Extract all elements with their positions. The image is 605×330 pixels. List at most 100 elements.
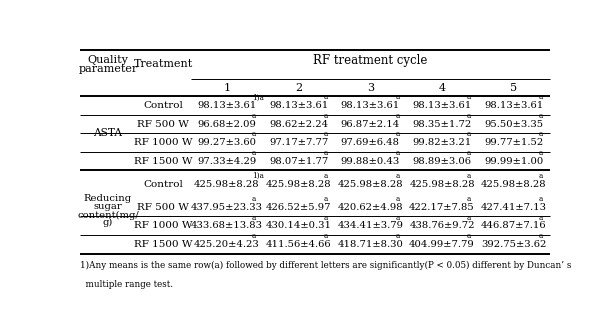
Text: 99.77±1.52: 99.77±1.52 bbox=[484, 138, 543, 147]
Text: Control: Control bbox=[143, 101, 183, 110]
Text: a: a bbox=[395, 214, 399, 221]
Text: a: a bbox=[539, 172, 543, 180]
Text: 430.14±0.31: 430.14±0.31 bbox=[266, 221, 332, 230]
Text: Treatment: Treatment bbox=[134, 59, 193, 69]
Text: 433.68±13.83: 433.68±13.83 bbox=[191, 221, 263, 230]
Text: 95.50±3.35: 95.50±3.35 bbox=[484, 119, 543, 129]
Text: 2: 2 bbox=[295, 82, 302, 93]
Text: 96.87±2.14: 96.87±2.14 bbox=[341, 119, 400, 129]
Text: 99.88±0.43: 99.88±0.43 bbox=[341, 157, 400, 166]
Text: a: a bbox=[252, 195, 256, 203]
Text: 4: 4 bbox=[439, 82, 446, 93]
Text: 1: 1 bbox=[223, 82, 231, 93]
Text: 446.87±7.16: 446.87±7.16 bbox=[481, 221, 546, 230]
Text: a: a bbox=[324, 93, 328, 101]
Text: a: a bbox=[395, 232, 399, 240]
Text: a: a bbox=[395, 93, 399, 101]
Text: 425.98±8.28: 425.98±8.28 bbox=[338, 180, 403, 189]
Text: a: a bbox=[467, 112, 471, 120]
Text: RF 500 W: RF 500 W bbox=[137, 119, 189, 129]
Text: 3: 3 bbox=[367, 82, 374, 93]
Text: 98.13±3.61: 98.13±3.61 bbox=[197, 101, 257, 110]
Text: 98.35±1.72: 98.35±1.72 bbox=[413, 119, 472, 129]
Text: 425.98±8.28: 425.98±8.28 bbox=[481, 180, 546, 189]
Text: 422.17±7.85: 422.17±7.85 bbox=[409, 203, 475, 212]
Text: 1)Any means is the same row(a) followed by different letters are significantly(P: 1)Any means is the same row(a) followed … bbox=[80, 261, 572, 270]
Text: 98.13±3.61: 98.13±3.61 bbox=[413, 101, 472, 110]
Text: a: a bbox=[539, 195, 543, 203]
Text: 425.98±8.28: 425.98±8.28 bbox=[266, 180, 332, 189]
Text: 1)a: 1)a bbox=[252, 172, 264, 180]
Text: a: a bbox=[395, 172, 399, 180]
Text: a: a bbox=[324, 214, 328, 221]
Text: a: a bbox=[252, 149, 256, 157]
Text: 437.95±23.33: 437.95±23.33 bbox=[191, 203, 263, 212]
Text: a: a bbox=[324, 195, 328, 203]
Text: a: a bbox=[539, 149, 543, 157]
Text: a: a bbox=[395, 130, 399, 139]
Text: 98.13±3.61: 98.13±3.61 bbox=[341, 101, 400, 110]
Text: a: a bbox=[324, 149, 328, 157]
Text: a: a bbox=[539, 112, 543, 120]
Text: a: a bbox=[539, 130, 543, 139]
Text: 96.68±2.09: 96.68±2.09 bbox=[197, 119, 257, 129]
Text: a: a bbox=[252, 232, 256, 240]
Text: a: a bbox=[539, 93, 543, 101]
Text: a: a bbox=[395, 195, 399, 203]
Text: Control: Control bbox=[143, 180, 183, 189]
Text: a: a bbox=[467, 232, 471, 240]
Text: 98.62±2.24: 98.62±2.24 bbox=[269, 119, 328, 129]
Text: a: a bbox=[324, 112, 328, 120]
Text: Quality: Quality bbox=[88, 55, 128, 65]
Text: 434.41±3.79: 434.41±3.79 bbox=[338, 221, 404, 230]
Text: RF 1500 W: RF 1500 W bbox=[134, 157, 192, 166]
Text: 98.89±3.06: 98.89±3.06 bbox=[413, 157, 471, 166]
Text: a: a bbox=[252, 130, 256, 139]
Text: 97.33±4.29: 97.33±4.29 bbox=[197, 157, 257, 166]
Text: RF 1000 W: RF 1000 W bbox=[134, 221, 192, 230]
Text: a: a bbox=[539, 214, 543, 221]
Text: 392.75±3.62: 392.75±3.62 bbox=[481, 240, 546, 249]
Text: multiple range test.: multiple range test. bbox=[80, 280, 173, 289]
Text: 420.62±4.98: 420.62±4.98 bbox=[338, 203, 403, 212]
Text: a: a bbox=[324, 130, 328, 139]
Text: a: a bbox=[395, 112, 399, 120]
Text: a: a bbox=[324, 232, 328, 240]
Text: 5: 5 bbox=[510, 82, 517, 93]
Text: parameter: parameter bbox=[79, 64, 137, 74]
Text: a: a bbox=[467, 172, 471, 180]
Text: 438.76±9.72: 438.76±9.72 bbox=[410, 221, 475, 230]
Text: a: a bbox=[467, 214, 471, 221]
Text: 426.52±5.97: 426.52±5.97 bbox=[266, 203, 332, 212]
Text: 99.99±1.00: 99.99±1.00 bbox=[484, 157, 543, 166]
Text: a: a bbox=[252, 112, 256, 120]
Text: RF 500 W: RF 500 W bbox=[137, 203, 189, 212]
Text: a: a bbox=[467, 130, 471, 139]
Text: RF treatment cycle: RF treatment cycle bbox=[313, 54, 428, 67]
Text: 98.07±1.77: 98.07±1.77 bbox=[269, 157, 328, 166]
Text: 427.41±7.13: 427.41±7.13 bbox=[481, 203, 547, 212]
Text: 99.82±3.21: 99.82±3.21 bbox=[413, 138, 472, 147]
Text: 99.27±3.60: 99.27±3.60 bbox=[197, 138, 257, 147]
Text: RF 1500 W: RF 1500 W bbox=[134, 240, 192, 249]
Text: 97.17±7.77: 97.17±7.77 bbox=[269, 138, 328, 147]
Text: 404.99±7.79: 404.99±7.79 bbox=[409, 240, 475, 249]
Text: 98.13±3.61: 98.13±3.61 bbox=[484, 101, 543, 110]
Text: a: a bbox=[467, 195, 471, 203]
Text: a: a bbox=[467, 149, 471, 157]
Text: g): g) bbox=[103, 218, 113, 227]
Text: 425.20±4.23: 425.20±4.23 bbox=[194, 240, 260, 249]
Text: RF 1000 W: RF 1000 W bbox=[134, 138, 192, 147]
Text: 425.98±8.28: 425.98±8.28 bbox=[194, 180, 260, 189]
Text: ASTA: ASTA bbox=[94, 128, 122, 138]
Text: 418.71±8.30: 418.71±8.30 bbox=[338, 240, 404, 249]
Text: 411.56±4.66: 411.56±4.66 bbox=[266, 240, 332, 249]
Text: Reducing: Reducing bbox=[84, 194, 132, 203]
Text: a: a bbox=[252, 214, 256, 221]
Text: 425.98±8.28: 425.98±8.28 bbox=[409, 180, 475, 189]
Text: 1)a: 1)a bbox=[252, 93, 264, 101]
Text: 98.13±3.61: 98.13±3.61 bbox=[269, 101, 328, 110]
Text: a: a bbox=[539, 232, 543, 240]
Text: a: a bbox=[324, 172, 328, 180]
Text: content(mg/: content(mg/ bbox=[77, 211, 139, 220]
